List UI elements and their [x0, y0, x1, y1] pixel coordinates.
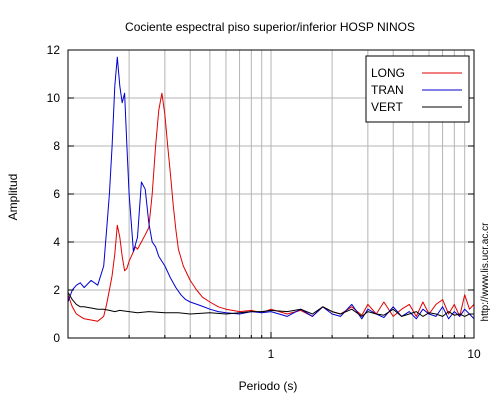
legend-label-long: LONG — [371, 66, 405, 80]
x-tick-label: 10 — [467, 347, 481, 361]
chart-title: Cociente espectral piso superior/inferio… — [125, 20, 415, 34]
y-tick-label: 2 — [53, 283, 60, 297]
y-tick-label: 10 — [47, 91, 61, 105]
tick-labels: 1 10 0 2 4 6 8 10 12 — [47, 43, 481, 361]
y-axis-label: Amplitud — [6, 174, 20, 221]
x-tick-label: 1 — [268, 347, 275, 361]
legend-label-vert: VERT — [371, 100, 403, 114]
y-tick-label: 6 — [53, 187, 60, 201]
legend-box — [365, 55, 470, 123]
series-layer — [67, 56, 475, 322]
x-axis-label: Periodo (s) — [239, 379, 298, 393]
legend: LONG TRAN VERT — [365, 55, 470, 123]
tick-marks — [67, 49, 474, 339]
series-line-vert — [67, 292, 474, 317]
credit-url: http://www.lis.ucr.ac.cr — [480, 222, 491, 322]
legend-label-tran: TRAN — [371, 83, 404, 97]
series-line-long — [67, 92, 475, 322]
y-tick-label: 0 — [53, 331, 60, 345]
y-tick-label: 12 — [47, 43, 61, 57]
y-tick-label: 4 — [53, 235, 60, 249]
y-tick-label: 8 — [53, 139, 60, 153]
series-line-tran — [67, 56, 475, 320]
